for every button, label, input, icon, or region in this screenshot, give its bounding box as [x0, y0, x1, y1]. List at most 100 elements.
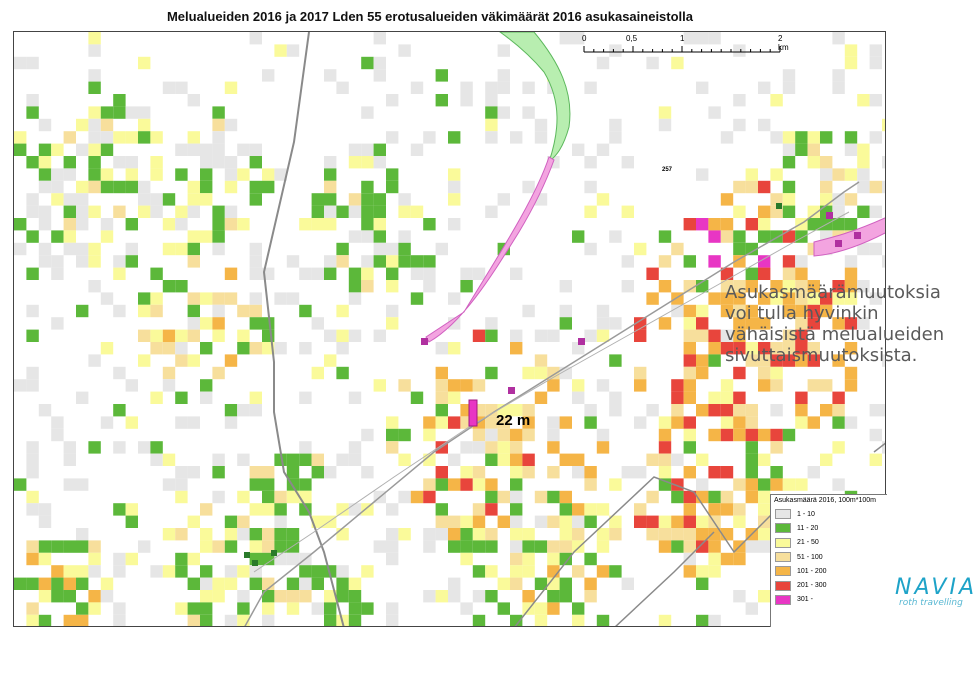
grid-cell: [696, 354, 709, 367]
grid-cell: [14, 218, 27, 231]
grid-cell: [63, 168, 76, 181]
grid-cell: [63, 565, 76, 578]
grid-cell: [522, 366, 535, 380]
grid-cell: [175, 143, 188, 156]
legend-label: 301 -: [797, 596, 813, 604]
grid-cell: [361, 106, 374, 119]
grid-cell: [200, 193, 213, 206]
grid-cell: [212, 205, 225, 218]
grid-cell: [448, 391, 461, 404]
grid-cell: [410, 81, 424, 94]
grid-cell: [435, 404, 448, 417]
grid-cell: [100, 230, 114, 243]
grid-cell: [547, 428, 560, 442]
grid-cell: [720, 292, 734, 305]
grid-cell: [547, 590, 560, 603]
grid-cell: [237, 342, 250, 355]
grid-cell: [423, 280, 436, 293]
road-line: [514, 476, 775, 626]
grid-cell: [262, 602, 275, 615]
legend-swatch: [775, 552, 791, 563]
grid-cell: [572, 614, 585, 626]
grid-cell: [311, 602, 324, 615]
grid-cell: [646, 528, 659, 541]
grid-cell: [795, 354, 808, 367]
grid-cell: [410, 143, 424, 156]
grid-cell: [38, 205, 52, 218]
grid-cell: [150, 304, 163, 318]
grid-cell: [38, 242, 52, 256]
grid-cell: [435, 590, 448, 603]
grid-cell: [38, 552, 52, 566]
grid-cell: [249, 143, 262, 156]
grid-cell: [844, 143, 858, 156]
grid-cell: [559, 528, 572, 541]
grid-cell: [820, 304, 833, 318]
grid-cell: [51, 577, 64, 590]
grid-cell: [348, 590, 362, 603]
grid-cell: [869, 453, 882, 466]
grid-cell: [485, 528, 498, 541]
grid-cell: [782, 428, 796, 442]
grid-cell: [212, 329, 225, 342]
grid-cell: [299, 342, 312, 355]
population-grid: [14, 32, 885, 626]
grid-cell: [63, 453, 76, 466]
grid-cell: [200, 230, 213, 243]
grid-cell: [138, 441, 151, 454]
grid-cell: [336, 205, 349, 218]
grid-cell: [708, 528, 721, 541]
grid-cell: [485, 490, 498, 504]
grid-cell: [472, 515, 486, 528]
grid-cell: [113, 94, 126, 107]
grid-cell: [14, 143, 27, 156]
grid-cell: [324, 180, 337, 194]
legend-row: 101 - 200: [771, 564, 887, 578]
grid-cell: [857, 317, 870, 330]
grid-cell: [138, 292, 151, 305]
grid-cell: [100, 292, 114, 305]
grid-cell: [497, 428, 510, 442]
grid-cell: [386, 280, 399, 293]
grid-cell: [658, 515, 672, 528]
grid-cell: [100, 218, 114, 231]
grid-cell: [324, 565, 337, 578]
grid-cell: [782, 156, 796, 169]
grid-cell: [63, 577, 76, 590]
annotation-line: vähäisistä melualueiden: [725, 324, 945, 345]
grid-cell: [720, 416, 734, 429]
grid-cell: [274, 490, 287, 504]
grid-cell: [386, 180, 399, 194]
grid-cell: [696, 81, 709, 94]
grid-cell: [745, 342, 758, 355]
grid-cell: [348, 193, 362, 206]
grid-cell: [299, 453, 312, 466]
grid-cell: [584, 478, 597, 491]
grid-cell: [671, 242, 684, 256]
grid-cell: [460, 515, 473, 528]
grid-cell: [212, 577, 225, 590]
grid-cell: [113, 156, 126, 169]
grid-cell: [138, 193, 151, 206]
grid-cell: [510, 565, 523, 578]
grid-cell: [596, 56, 610, 70]
grid-cell: [212, 466, 225, 479]
grid-cell: [844, 366, 858, 380]
grid-cell: [782, 478, 796, 491]
grid-cell: [497, 441, 510, 454]
grid-cell: [733, 255, 746, 268]
grid-cell: [658, 280, 672, 293]
grid-cell: [237, 590, 250, 603]
grid-cell: [113, 404, 126, 417]
grid-cell: [522, 304, 535, 318]
legend-swatch: [775, 509, 791, 520]
grid-cell: [398, 205, 411, 218]
grid-cell: [485, 540, 498, 553]
map-frame[interactable]: 22 m 257: [13, 31, 886, 627]
grid-cell: [820, 156, 833, 169]
grid-cell: [448, 342, 461, 355]
grid-cell: [559, 453, 572, 466]
grid-cell: [175, 416, 188, 429]
grid-cell: [472, 614, 486, 626]
grid-cell: [857, 242, 870, 256]
